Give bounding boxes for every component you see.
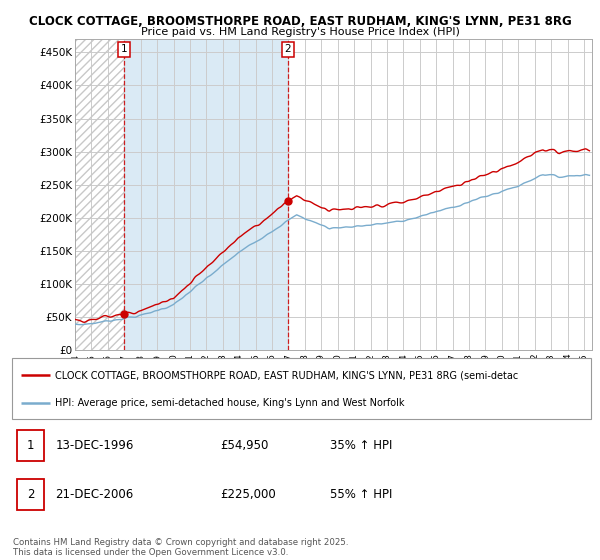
Text: 2: 2 — [27, 488, 34, 501]
Text: £225,000: £225,000 — [220, 488, 276, 501]
Text: 55% ↑ HPI: 55% ↑ HPI — [331, 488, 393, 501]
Text: 35% ↑ HPI: 35% ↑ HPI — [331, 439, 393, 452]
Text: Price paid vs. HM Land Registry's House Price Index (HPI): Price paid vs. HM Land Registry's House … — [140, 27, 460, 37]
Bar — [124, 39, 288, 350]
Text: £54,950: £54,950 — [220, 439, 269, 452]
Bar — [75, 39, 124, 350]
Text: 13-DEC-1996: 13-DEC-1996 — [55, 439, 134, 452]
FancyBboxPatch shape — [17, 479, 44, 510]
Text: HPI: Average price, semi-detached house, King's Lynn and West Norfolk: HPI: Average price, semi-detached house,… — [55, 398, 405, 408]
Text: CLOCK COTTAGE, BROOMSTHORPE ROAD, EAST RUDHAM, KING'S LYNN, PE31 8RG: CLOCK COTTAGE, BROOMSTHORPE ROAD, EAST R… — [29, 15, 571, 27]
FancyBboxPatch shape — [17, 430, 44, 461]
Text: Contains HM Land Registry data © Crown copyright and database right 2025.
This d: Contains HM Land Registry data © Crown c… — [13, 538, 349, 557]
Text: CLOCK COTTAGE, BROOMSTHORPE ROAD, EAST RUDHAM, KING'S LYNN, PE31 8RG (semi-detac: CLOCK COTTAGE, BROOMSTHORPE ROAD, EAST R… — [55, 370, 518, 380]
Text: 21-DEC-2006: 21-DEC-2006 — [55, 488, 134, 501]
FancyBboxPatch shape — [12, 358, 591, 419]
Text: 1: 1 — [121, 44, 127, 54]
Bar — [75, 39, 124, 350]
Text: 2: 2 — [284, 44, 291, 54]
Text: 1: 1 — [27, 439, 34, 452]
